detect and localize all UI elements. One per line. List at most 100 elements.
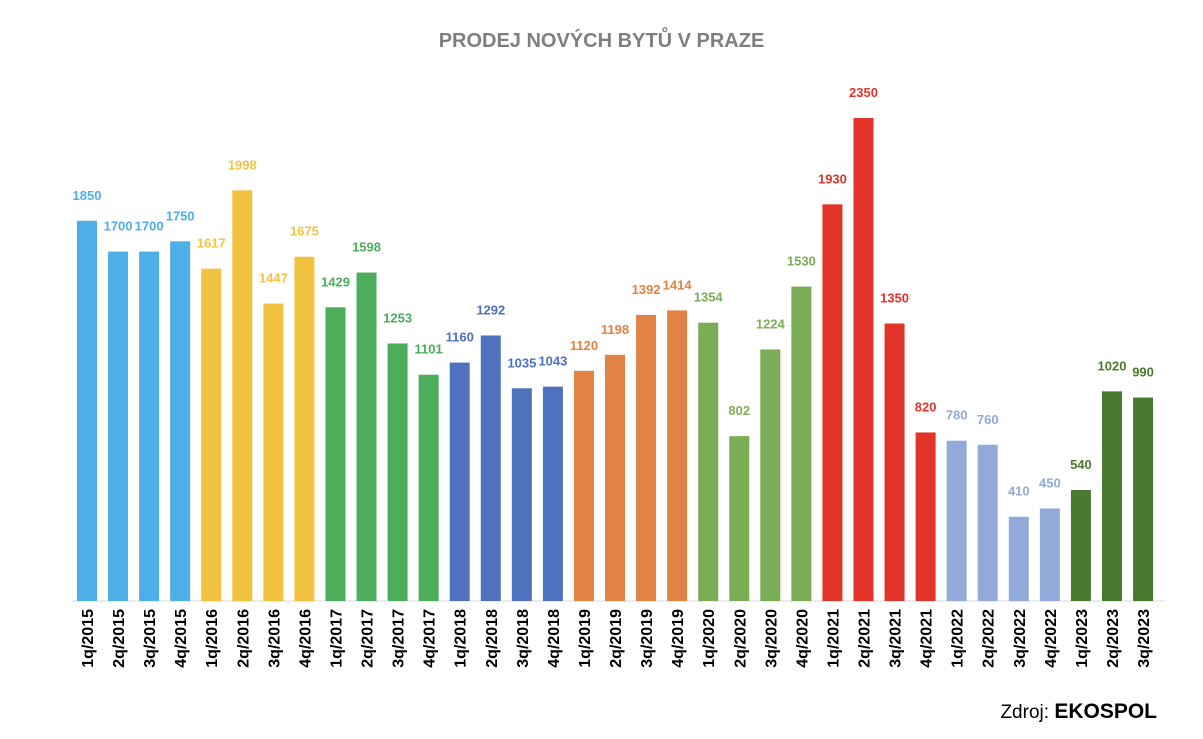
data-label-1q-2022: 780 [946, 408, 968, 423]
bar-4q-2018 [542, 386, 563, 601]
bar-3q-2019 [636, 314, 657, 601]
tick-label-3q-2015: 3q/2015 [142, 609, 159, 668]
tick-label-4q-2021: 4q/2021 [919, 609, 936, 668]
bar-2q-2023 [1101, 391, 1122, 601]
bar-2q-2021 [853, 118, 874, 601]
tick-label-1q-2015: 1q/2015 [80, 609, 97, 668]
data-label-2q-2021: 2350 [849, 85, 878, 100]
data-label-2q-2017: 1598 [352, 240, 381, 255]
tick-label-2q-2022: 2q/2022 [981, 609, 998, 668]
bar-3q-2021 [884, 323, 905, 601]
bar-2q-2016 [232, 190, 253, 601]
bar-1q-2022 [946, 440, 967, 601]
data-label-3q-2022: 410 [1008, 484, 1030, 499]
tick-label-1q-2021: 1q/2021 [825, 609, 842, 668]
bar-1q-2020 [698, 322, 719, 601]
data-label-3q-2020: 1224 [756, 316, 786, 331]
data-label-4q-2018: 1043 [538, 354, 567, 369]
bar-4q-2020 [791, 286, 812, 601]
data-label-3q-2015: 1700 [135, 219, 164, 234]
tick-label-2q-2017: 2q/2017 [360, 609, 377, 668]
data-label-2q-2020: 802 [728, 403, 750, 418]
tick-labels-group: 1q/2015 2q/2015 3q/2015 4q/2015 1q/2016 2q/20… [80, 609, 1153, 668]
source-prefix: Zdroj: [1000, 702, 1050, 723]
tick-label-1q-2017: 1q/2017 [328, 609, 345, 668]
bar-3q-2018 [511, 388, 532, 601]
bar-1q-2023 [1070, 490, 1091, 601]
data-label-2q-2015: 1700 [104, 219, 133, 234]
tick-label-4q-2015: 4q/2015 [173, 609, 190, 668]
data-label-2q-2016: 1998 [228, 157, 257, 172]
tick-label-4q-2022: 4q/2022 [1043, 609, 1060, 668]
bar-2q-2018 [480, 335, 501, 601]
tick-label-4q-2019: 4q/2019 [670, 609, 687, 668]
data-label-1q-2016: 1617 [197, 236, 226, 251]
data-label-1q-2021: 1930 [818, 171, 847, 186]
tick-label-3q-2019: 3q/2019 [639, 609, 656, 668]
tick-label-1q-2019: 1q/2019 [577, 609, 594, 668]
data-label-2q-2018: 1292 [476, 302, 505, 317]
chart-title: PRODEJ NOVÝCH BYTŮ V PRAZE [438, 30, 765, 52]
tick-label-3q-2020: 3q/2020 [763, 609, 780, 668]
data-label-4q-2022: 450 [1039, 476, 1061, 491]
tick-label-4q-2018: 4q/2018 [546, 609, 563, 668]
tick-label-2q-2023: 2q/2023 [1105, 609, 1122, 668]
data-label-3q-2023: 990 [1132, 365, 1154, 380]
bar-4q-2022 [1039, 508, 1060, 601]
tick-label-1q-2018: 1q/2018 [453, 609, 470, 668]
data-label-3q-2019: 1392 [632, 282, 661, 297]
data-label-4q-2015: 1750 [166, 208, 195, 223]
bar-1q-2019 [573, 370, 594, 601]
bar-2q-2017 [356, 272, 377, 601]
tick-label-4q-2020: 4q/2020 [794, 609, 811, 668]
bar-4q-2019 [667, 310, 688, 601]
bars-group [77, 118, 1154, 601]
tick-label-3q-2016: 3q/2016 [266, 609, 283, 668]
tick-label-2q-2015: 2q/2015 [111, 609, 128, 668]
bar-4q-2015 [170, 241, 191, 601]
tick-label-4q-2017: 4q/2017 [422, 609, 439, 668]
bar-3q-2022 [1008, 516, 1029, 601]
tick-label-2q-2019: 2q/2019 [608, 609, 625, 668]
tick-label-1q-2022: 1q/2022 [950, 609, 967, 668]
data-label-3q-2018: 1035 [507, 355, 536, 370]
tick-label-3q-2023: 3q/2023 [1136, 609, 1153, 668]
bar-4q-2016 [294, 256, 315, 601]
tick-label-1q-2020: 1q/2020 [701, 609, 718, 668]
data-label-1q-2019: 1120 [570, 338, 598, 353]
data-label-1q-2020: 1354 [694, 290, 724, 305]
tick-label-3q-2018: 3q/2018 [515, 609, 532, 668]
data-label-4q-2016: 1675 [290, 224, 319, 239]
data-label-1q-2018: 1160 [446, 330, 474, 345]
bar-1q-2018 [449, 362, 470, 601]
tick-label-1q-2023: 1q/2023 [1074, 609, 1091, 668]
tick-label-1q-2016: 1q/2016 [204, 609, 221, 668]
tick-label-3q-2021: 3q/2021 [888, 609, 905, 668]
bar-2q-2020 [729, 436, 750, 601]
source-brand: EKOSPOL [1054, 700, 1157, 723]
bar-2q-2022 [977, 444, 998, 601]
bar-1q-2021 [822, 204, 843, 601]
tick-label-2q-2020: 2q/2020 [732, 609, 749, 668]
data-label-1q-2023: 540 [1070, 457, 1092, 472]
data-label-2q-2019: 1198 [601, 322, 629, 337]
tick-label-4q-2016: 4q/2016 [297, 609, 314, 668]
source-note: Zdroj: EKOSPOL [1000, 700, 1157, 724]
bar-4q-2021 [915, 432, 936, 601]
data-label-4q-2020: 1530 [787, 254, 816, 269]
bar-1q-2016 [201, 268, 222, 601]
tick-label-3q-2022: 3q/2022 [1012, 609, 1029, 668]
tick-label-3q-2017: 3q/2017 [391, 609, 408, 668]
bar-3q-2020 [760, 349, 781, 601]
bar-2q-2019 [605, 354, 626, 601]
data-label-2q-2023: 1020 [1098, 358, 1127, 373]
data-label-3q-2017: 1253 [383, 310, 412, 325]
data-label-2q-2022: 760 [977, 412, 999, 427]
bar-3q-2016 [263, 303, 284, 601]
bar-1q-2015 [77, 220, 97, 601]
bar-1q-2017 [325, 307, 346, 601]
bar-2q-2015 [108, 251, 129, 601]
data-label-4q-2017: 1101 [415, 342, 443, 357]
bar-3q-2015 [139, 251, 160, 601]
